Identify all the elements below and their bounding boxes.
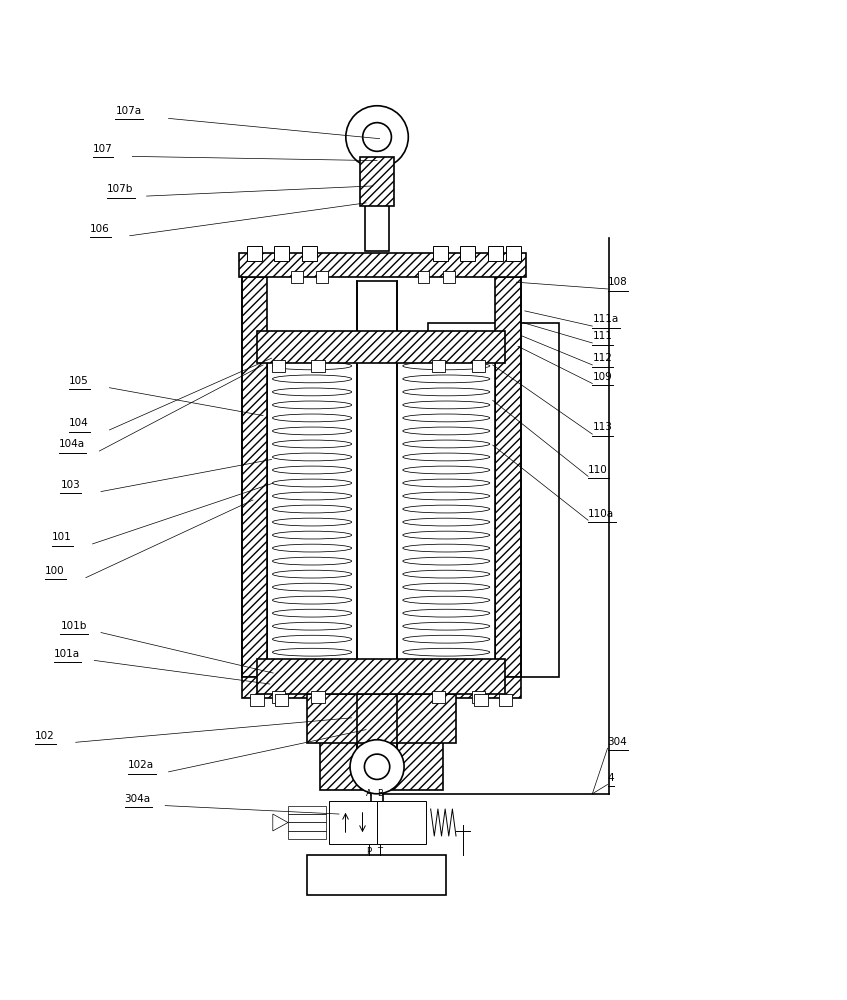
Bar xyxy=(288,831,326,839)
Text: 111: 111 xyxy=(592,331,612,341)
Text: 104a: 104a xyxy=(58,439,85,449)
Text: B: B xyxy=(377,789,383,798)
Bar xyxy=(472,360,485,372)
Bar xyxy=(247,246,263,261)
Bar xyxy=(272,360,285,372)
Bar xyxy=(399,346,494,659)
Bar xyxy=(488,246,503,261)
Text: 101: 101 xyxy=(52,532,72,542)
Text: 110a: 110a xyxy=(588,509,614,519)
Bar xyxy=(428,323,558,677)
Bar xyxy=(302,246,317,261)
Bar xyxy=(329,801,377,844)
Text: 100: 100 xyxy=(45,566,65,576)
Bar xyxy=(288,814,326,822)
Bar xyxy=(460,246,475,261)
Bar xyxy=(433,246,448,261)
Bar xyxy=(240,253,527,277)
Bar xyxy=(242,277,268,677)
Text: 103: 103 xyxy=(60,480,80,490)
Bar xyxy=(307,694,456,743)
Text: 111a: 111a xyxy=(592,314,618,324)
Polygon shape xyxy=(273,814,288,831)
Bar xyxy=(319,741,443,790)
Text: 109: 109 xyxy=(592,372,612,382)
Bar xyxy=(432,691,446,703)
Bar xyxy=(291,271,302,283)
Bar xyxy=(311,691,324,703)
Text: 304: 304 xyxy=(607,737,628,747)
Bar xyxy=(257,331,506,363)
Bar xyxy=(272,691,285,703)
Bar xyxy=(274,246,290,261)
Text: 4: 4 xyxy=(607,773,614,783)
Text: 110: 110 xyxy=(588,465,608,475)
Text: 106: 106 xyxy=(90,224,110,234)
Text: P: P xyxy=(366,847,371,856)
Text: 112: 112 xyxy=(592,353,612,363)
Bar xyxy=(316,271,328,283)
Text: T: T xyxy=(377,847,382,856)
Text: A: A xyxy=(366,789,372,798)
Text: 102: 102 xyxy=(36,731,55,741)
Bar xyxy=(288,806,326,814)
Text: 107: 107 xyxy=(92,144,113,154)
Circle shape xyxy=(346,106,408,168)
Bar xyxy=(275,694,289,706)
Bar xyxy=(360,157,394,206)
Circle shape xyxy=(350,740,404,794)
Bar xyxy=(474,694,488,706)
Bar xyxy=(499,694,512,706)
Text: 101a: 101a xyxy=(53,649,80,659)
Bar xyxy=(443,271,455,283)
Bar xyxy=(365,168,389,251)
Text: 102a: 102a xyxy=(128,760,154,770)
Text: 108: 108 xyxy=(607,277,628,287)
Bar xyxy=(269,346,355,659)
Text: 104: 104 xyxy=(69,418,89,428)
Bar xyxy=(288,822,326,831)
Bar xyxy=(432,360,446,372)
Text: 107a: 107a xyxy=(115,106,141,116)
Text: 304a: 304a xyxy=(125,794,151,804)
Bar xyxy=(507,246,522,261)
Bar xyxy=(418,271,429,283)
Bar xyxy=(357,281,397,772)
Bar xyxy=(495,277,521,677)
Bar xyxy=(377,801,425,844)
Text: 101b: 101b xyxy=(60,621,87,631)
Bar xyxy=(472,691,485,703)
Bar xyxy=(242,677,521,698)
Bar xyxy=(251,694,264,706)
Text: 113: 113 xyxy=(592,422,612,432)
Text: 107b: 107b xyxy=(107,184,133,194)
Bar xyxy=(257,659,506,694)
Text: 105: 105 xyxy=(69,376,89,386)
Bar xyxy=(307,855,446,895)
Bar xyxy=(311,360,324,372)
